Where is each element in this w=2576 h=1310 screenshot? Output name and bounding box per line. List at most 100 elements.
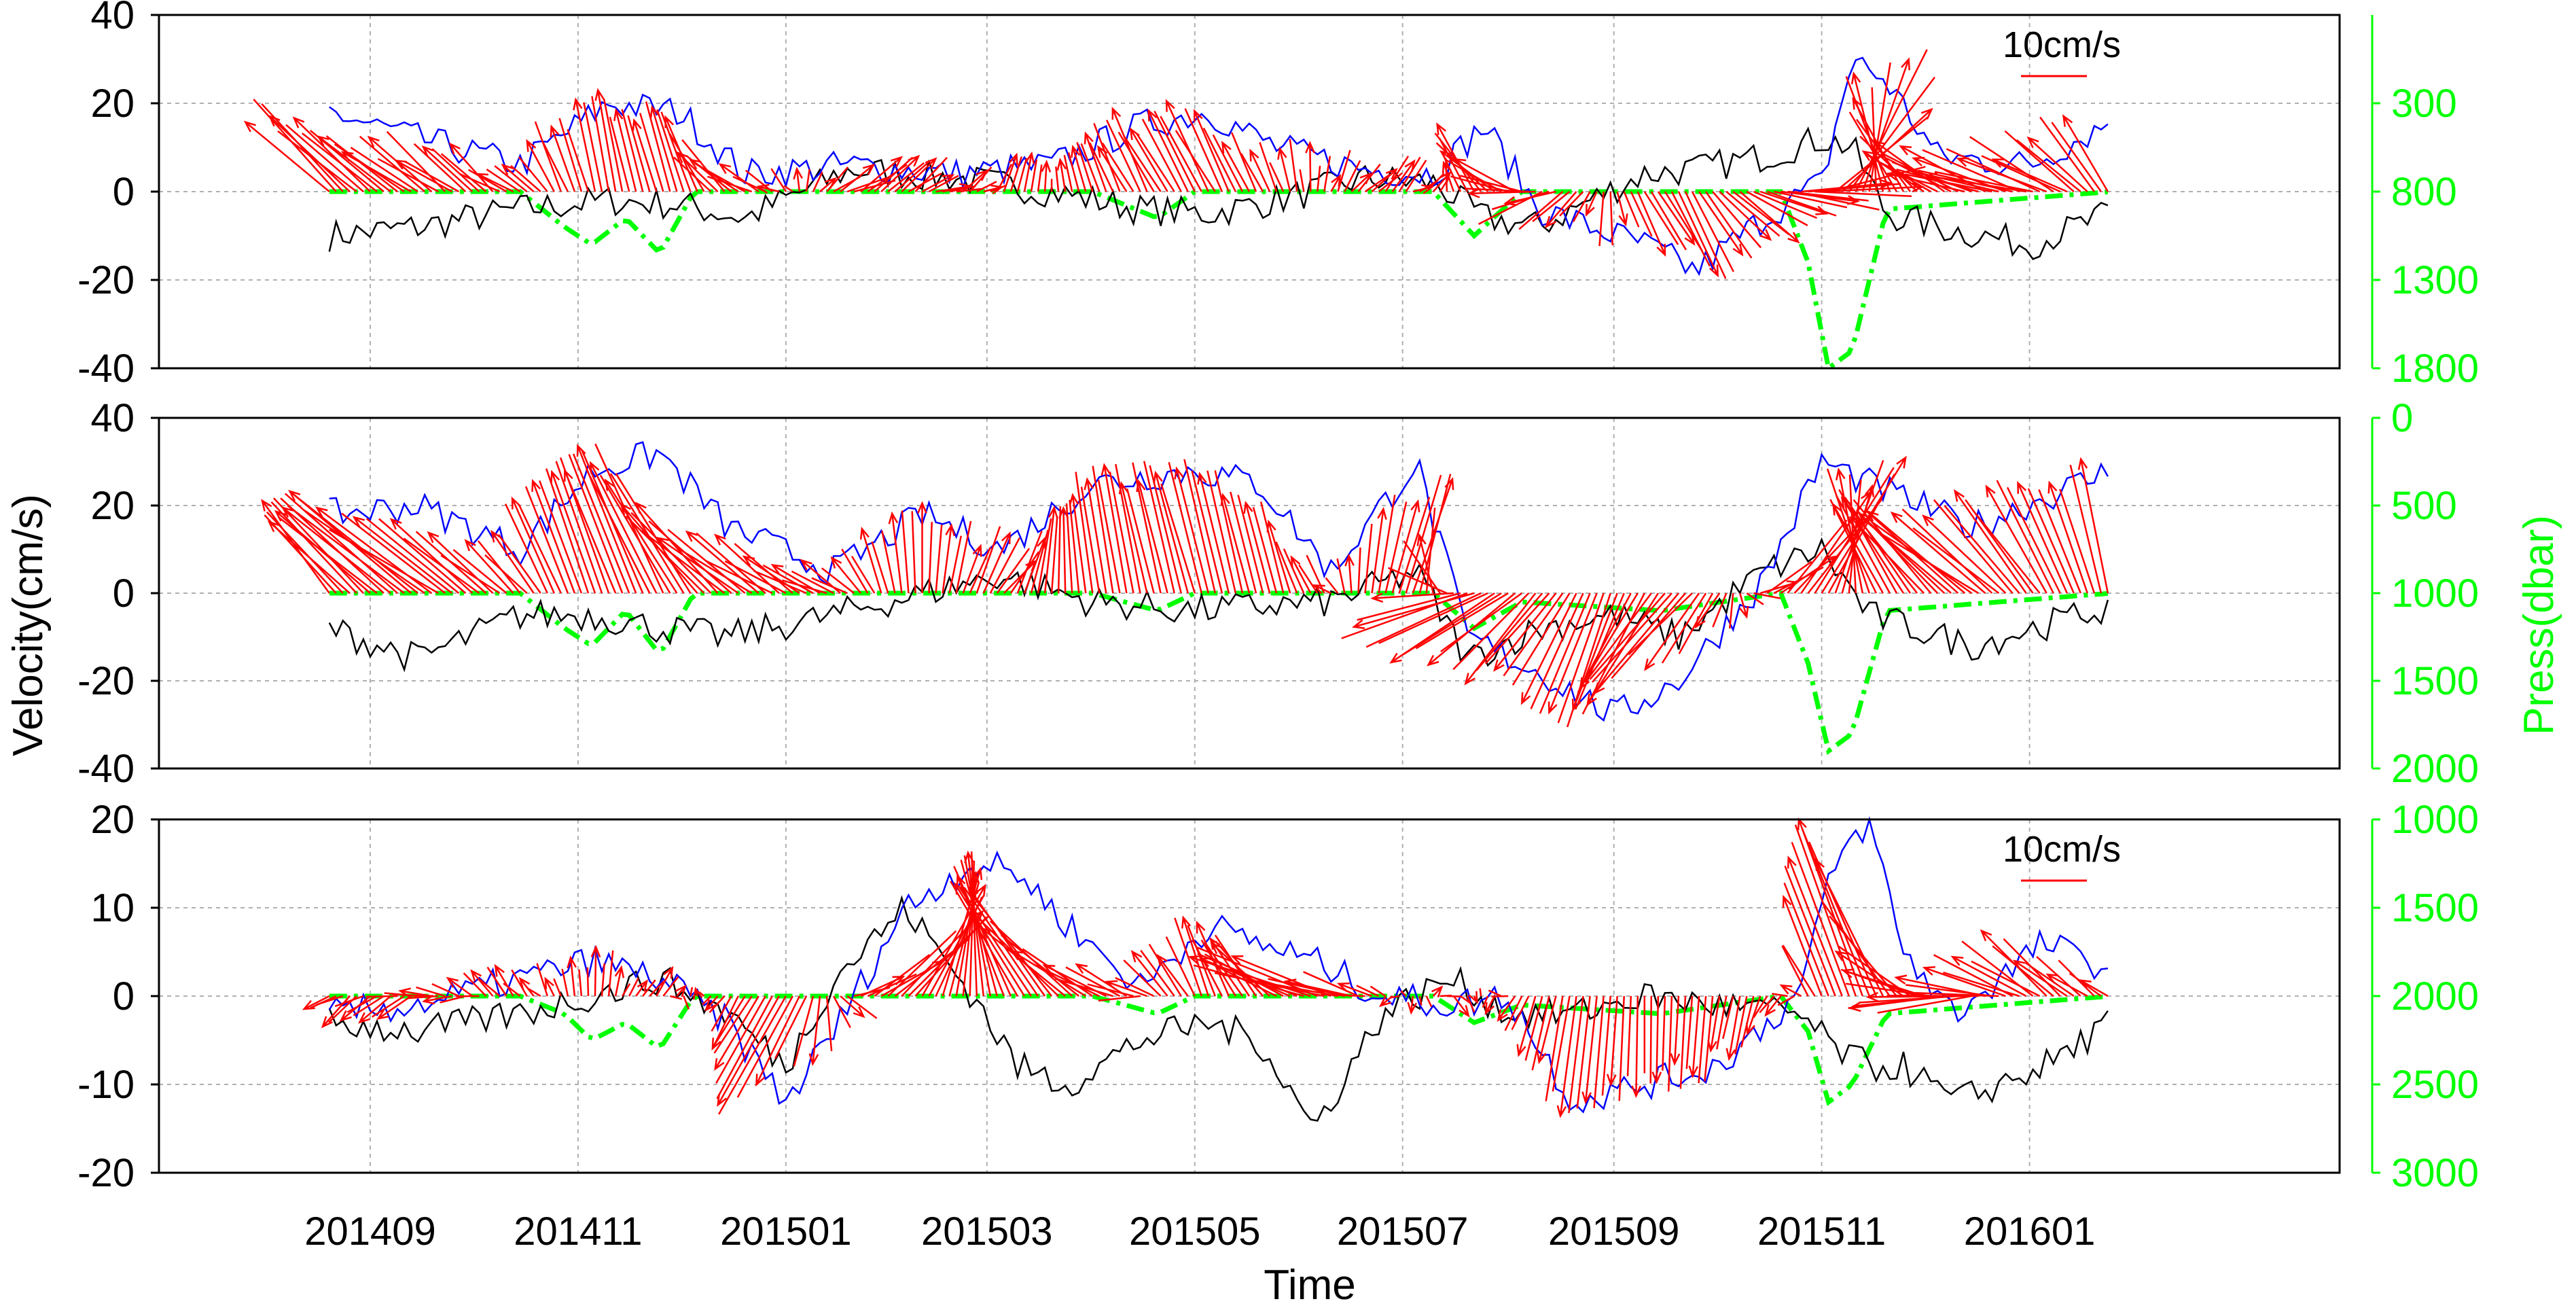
velocity-arrow <box>359 135 426 192</box>
velocity-arrow-head <box>1243 500 1253 514</box>
velocity-arrow <box>1384 501 1408 594</box>
velocity-arrow <box>851 555 876 594</box>
velocity-arrow <box>2051 122 2102 192</box>
velocity-arrow-head <box>1848 1002 1861 1012</box>
velocity-arrow <box>972 896 1053 997</box>
velocity-arrow <box>403 537 480 595</box>
velocity-arrow-head <box>1739 605 1749 619</box>
velocity-arrow <box>1245 502 1271 594</box>
velocity-arrow <box>1450 175 1509 193</box>
velocity-arrow-head <box>1069 493 1079 506</box>
velocity-arrow <box>719 163 759 193</box>
velocity-arrow <box>1922 515 2007 594</box>
velocity-arrow <box>1290 556 1312 594</box>
velocity-arrow <box>350 147 418 193</box>
velocity-arrow <box>614 967 622 997</box>
velocity-arrow <box>846 995 878 1019</box>
velocity-arrow <box>1747 995 1761 1034</box>
velocity-arrow <box>1867 511 1966 594</box>
velocity-arrow <box>1952 956 2027 997</box>
velocity-arrow <box>471 970 494 997</box>
velocity-arrow-head <box>1497 1009 1508 1023</box>
velocity-arrow <box>1214 470 1244 594</box>
velocity-arrow <box>1996 480 2054 594</box>
velocity-arrow <box>511 498 555 594</box>
velocity-arrow <box>1572 592 1618 710</box>
velocity-arrow-head <box>1042 964 1056 974</box>
velocity-arrow <box>645 101 671 192</box>
velocity-arrow <box>1466 995 1475 1013</box>
velocity-arrow <box>1086 479 1107 594</box>
velocity-arrow-head <box>925 157 937 169</box>
velocity-arrow-head <box>713 533 726 546</box>
velocity-arrow <box>585 468 651 594</box>
y2-tick-label: 1500 <box>2391 659 2479 703</box>
velocity-arrow <box>1269 162 1285 192</box>
velocity-arrow-head <box>1266 519 1276 533</box>
velocity-arrow-head <box>1389 652 1402 664</box>
velocity-arrow <box>1657 191 1695 245</box>
velocity-arrow <box>1753 995 1768 1019</box>
velocity-arrow <box>641 530 726 594</box>
velocity-arrow <box>969 547 991 594</box>
x-tick-label: 201511 <box>1757 1209 1886 1254</box>
velocity-arrow <box>1440 592 1523 652</box>
velocity-arrow <box>1154 472 1189 594</box>
velocity-arrow-head <box>1787 232 1800 244</box>
velocity-arrow <box>1532 191 1571 222</box>
velocity-arrow <box>1662 995 1666 1071</box>
velocity-arrow <box>1841 497 1905 594</box>
velocity-arrow-head <box>1849 516 1861 529</box>
velocity-arrow-head <box>1925 172 1938 183</box>
velocity-arrow <box>1037 518 1052 594</box>
velocity-arrow <box>1848 76 1936 192</box>
y-tick-label: -20 <box>77 258 135 302</box>
velocity-arrow <box>832 995 851 1029</box>
velocity-arrow-head <box>1352 619 1365 629</box>
velocity-arrow <box>399 990 432 997</box>
panel-3: 20 10 0 -10 -20 1000 1500 2000 2500 3000 10cm/s <box>77 798 2479 1195</box>
velocity-arrow-head <box>1312 584 1325 595</box>
velocity-arrow <box>1065 503 1073 594</box>
velocity-arrow-head <box>692 987 703 1000</box>
velocity-arrow <box>840 164 874 192</box>
velocity-arrow <box>1231 132 1257 192</box>
velocity-arrow-head <box>1290 555 1301 569</box>
velocity-arrow <box>1109 472 1134 594</box>
velocity-arrow <box>1275 542 1298 594</box>
velocity-arrow-head <box>1181 915 1192 929</box>
y-tick-label: 20 <box>90 798 135 842</box>
velocity-arrow-head <box>2012 959 2026 971</box>
velocity-arrow-head <box>718 162 732 175</box>
velocity-arrow <box>880 156 919 192</box>
velocity-arrow <box>755 995 801 1085</box>
velocity-arrow <box>1484 995 1496 1014</box>
velocity-arrow <box>1924 967 2006 997</box>
velocity-arrow <box>1679 995 1687 1089</box>
velocity-arrow <box>1650 191 1687 251</box>
velocity-arrow <box>304 995 330 1010</box>
velocity-arrow <box>1323 156 1331 192</box>
velocity-arrow <box>1710 995 1721 1051</box>
velocity-arrow <box>861 528 882 594</box>
velocity-arrow-head <box>1101 463 1111 476</box>
velocity-arrow <box>534 121 562 192</box>
velocity-arrow <box>1801 828 1870 997</box>
velocity-arrow <box>1673 995 1680 1064</box>
velocity-arrow <box>2059 489 2096 594</box>
velocity-arrow <box>591 96 610 192</box>
velocity-arrow-head <box>1764 1004 1776 1017</box>
velocity-arrow <box>968 887 1046 997</box>
velocity-arrow <box>1425 508 1436 594</box>
velocity-arrow <box>1841 486 1874 594</box>
velocity-arrow <box>2016 139 2081 192</box>
velocity-arrow <box>1677 191 1719 277</box>
velocity-arrow <box>1698 995 1707 1084</box>
velocity-arrow-head <box>1950 955 1964 966</box>
velocity-arrow <box>304 510 425 595</box>
velocity-arrow <box>603 99 624 192</box>
velocity-arrow-head <box>1725 1048 1736 1061</box>
velocity-arrow <box>989 537 1020 594</box>
velocity-arrow <box>1338 982 1373 997</box>
velocity-arrow <box>542 142 569 192</box>
